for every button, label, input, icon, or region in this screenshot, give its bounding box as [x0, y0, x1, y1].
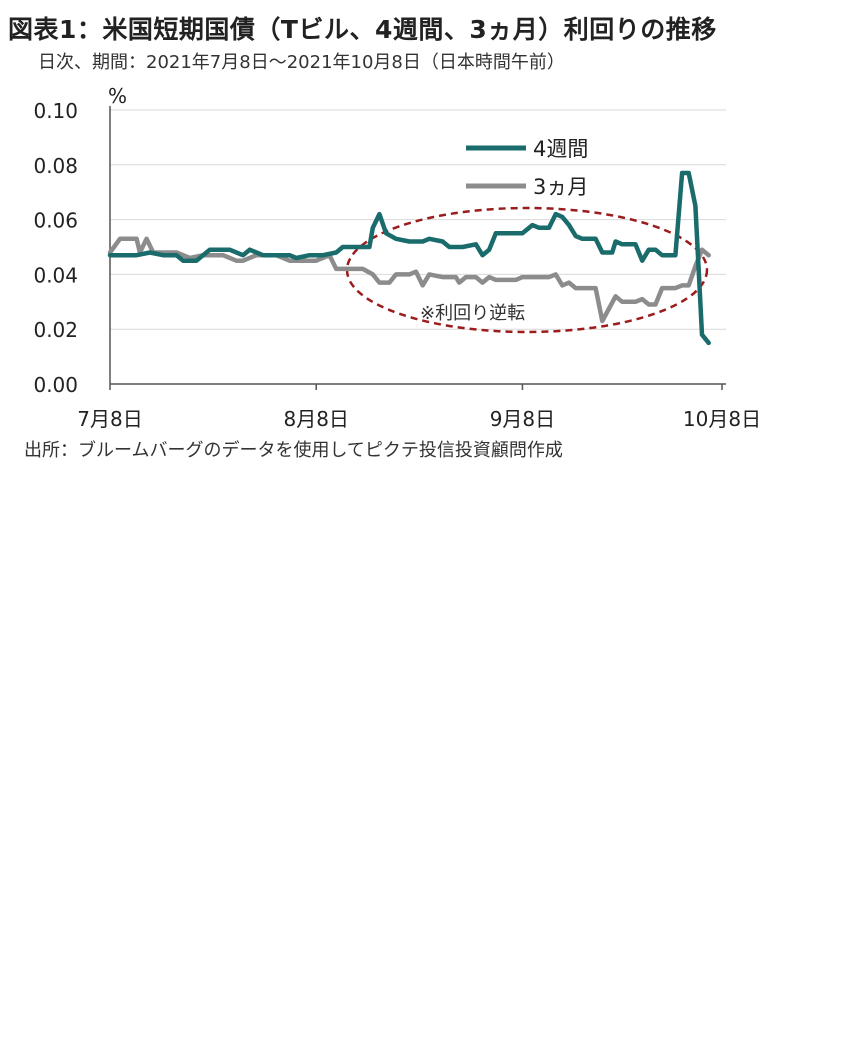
axes — [109, 106, 726, 390]
series-line-1 — [107, 236, 711, 324]
y-tick-label: 0.00 — [33, 373, 78, 397]
x-tick-label: 7月8日 — [77, 407, 142, 431]
y-tick-label: 0.02 — [33, 318, 78, 342]
source-note: 出所：ブルームバーグのデータを使用してピクテ投信投資顧問作成 — [24, 440, 563, 461]
legend-label: 4週間 — [533, 137, 588, 161]
chart-subtitle: 日次、期間：2021年7月8日～2021年10月8日（日本時間午前） — [38, 52, 565, 73]
x-tick-label: 10月8日 — [683, 407, 761, 431]
chart-title: 図表1：米国短期国債（Tビル、4週間、3ヵ月）利回りの推移 — [8, 15, 717, 44]
inversion-annotation: ※利回り逆転 — [420, 303, 525, 324]
x-tick-label: 8月8日 — [283, 407, 348, 431]
legend-label: 3ヵ月 — [533, 175, 588, 199]
series-lines — [107, 170, 711, 346]
inversion-ellipse — [345, 206, 709, 334]
y-tick-label: 0.04 — [33, 263, 78, 287]
y-axis-unit: % — [108, 84, 127, 108]
y-tick-label: 0.08 — [33, 154, 78, 178]
legend: 4週間 3ヵ月 — [466, 137, 588, 199]
y-tick-label: 0.06 — [33, 209, 78, 233]
y-tick-label: 0.10 — [33, 99, 78, 123]
y-tick-labels: 0.00 0.02 0.04 0.06 0.08 0.10 — [33, 99, 78, 397]
x-tick-label: 9月8日 — [490, 407, 555, 431]
series-line-0 — [107, 170, 711, 346]
x-tick-labels: 7月8日 8月8日 9月8日 10月8日 — [77, 407, 761, 431]
